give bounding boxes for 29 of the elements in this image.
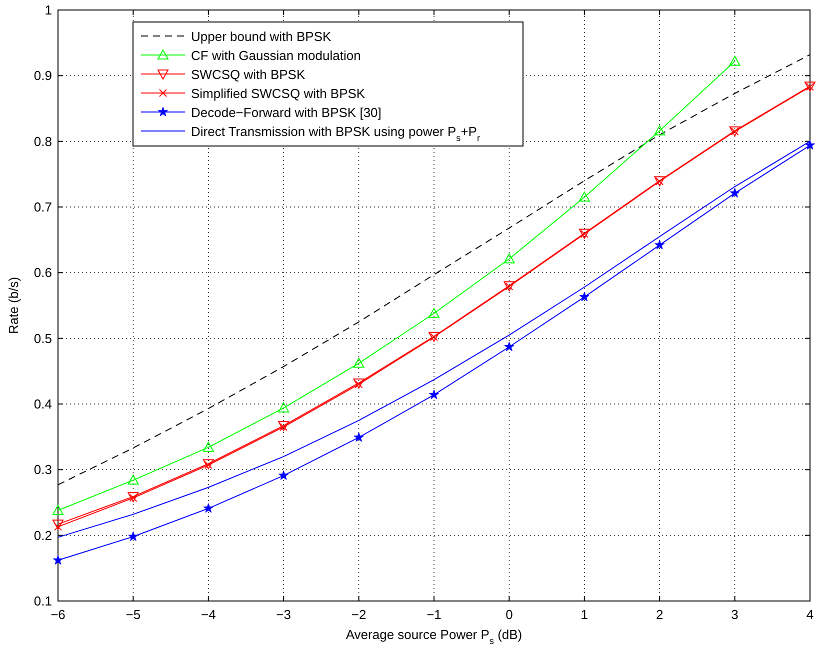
x-axis-title: Average source Power P$_{s}$ (dB) — [346, 627, 522, 646]
x-tick-label: 0 — [506, 607, 513, 622]
legend-label: Simplified SWCSQ with BPSK — [191, 86, 366, 101]
legend-label: Direct Transmission with BPSK using power P$_{s}$+P$_{r}$ — [191, 124, 480, 143]
x-tick-label: −1 — [426, 607, 442, 622]
x-tick-label: 1 — [580, 607, 588, 622]
x-tick-label: −6 — [50, 607, 66, 622]
y-tick-label: 0.3 — [34, 462, 52, 478]
x-tick-label: −5 — [126, 607, 141, 622]
legend-label: Decode−Forward with BPSK [30] — [191, 105, 382, 120]
x-tick-label: −2 — [351, 607, 366, 622]
y-tick-label: 0.5 — [34, 330, 52, 346]
legend-label: Upper bound with BPSK — [191, 29, 332, 44]
x-tick-label: −3 — [276, 607, 292, 622]
y-tick-label: 0.4 — [34, 396, 52, 412]
x-tick-label: 3 — [731, 607, 738, 622]
y-tick-label: 0.6 — [34, 265, 52, 280]
y-tick-label: 0.1 — [34, 594, 52, 608]
y-tick-label: 0.2 — [34, 528, 52, 543]
y-tick-label: 0.8 — [34, 134, 52, 149]
x-tick-label: 2 — [656, 607, 664, 622]
y-tick-label: 1 — [44, 2, 52, 18]
y-tick-label: 0.9 — [34, 68, 52, 84]
x-tick-label: 4 — [806, 607, 814, 622]
legend-label: CF with Gaussian modulation — [191, 48, 361, 63]
y-axis-title: Rate (b/s) — [6, 276, 21, 334]
y-tick-label: 0.7 — [34, 200, 52, 214]
x-tick-label: −4 — [200, 607, 216, 622]
legend-label: SWCSQ with BPSK — [191, 67, 306, 82]
